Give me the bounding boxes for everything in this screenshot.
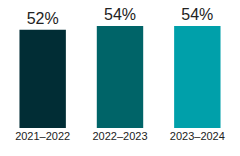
svg-text:54%: 54% [104,6,136,23]
svg-text:52%: 52% [27,10,59,27]
svg-text:2021–2022: 2021–2022 [15,130,70,142]
svg-text:54%: 54% [181,6,213,23]
svg-text:2022–2023: 2022–2023 [92,130,147,142]
svg-text:2023–2024: 2023–2024 [170,130,225,142]
